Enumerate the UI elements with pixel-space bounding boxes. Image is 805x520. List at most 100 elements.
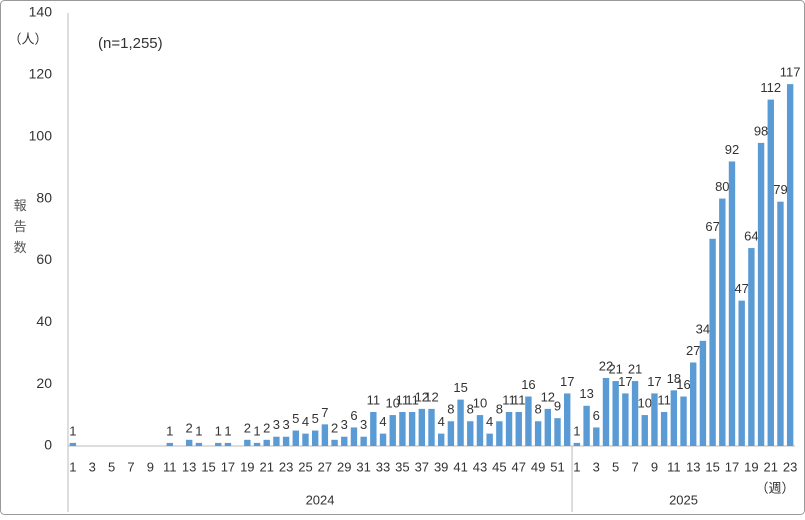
data-label: 10 <box>385 396 399 411</box>
data-label: 8 <box>467 402 474 417</box>
bar <box>399 411 406 446</box>
bar <box>437 433 445 446</box>
x-tick-label: 37 <box>415 459 429 474</box>
data-label: 1 <box>195 423 202 438</box>
x-tick-label: 15 <box>201 459 215 474</box>
bar <box>389 415 396 446</box>
bar <box>699 340 707 446</box>
bar <box>457 399 464 446</box>
x-tick-label: 9 <box>651 459 658 474</box>
bar <box>738 300 745 446</box>
x-tick-label: 13 <box>686 459 700 474</box>
data-label: 3 <box>282 417 289 432</box>
bar <box>350 427 358 446</box>
data-label: 1 <box>253 423 260 438</box>
bar <box>709 238 716 446</box>
data-label: 15 <box>453 380 467 395</box>
y-tick-label: 120 <box>29 66 53 82</box>
data-label: 3 <box>273 417 280 432</box>
bar <box>360 436 367 446</box>
data-label: 12 <box>415 389 429 404</box>
y-unit: （人） <box>8 31 47 46</box>
bar <box>224 442 232 446</box>
group-label: 2025 <box>669 492 698 507</box>
data-label: 117 <box>780 65 801 80</box>
x-tick-label: 27 <box>318 459 332 474</box>
x-tick-label: 23 <box>279 459 293 474</box>
data-label: 12 <box>541 389 555 404</box>
x-tick-label: 41 <box>453 459 467 474</box>
bar <box>505 411 513 446</box>
data-label: 18 <box>667 371 681 386</box>
data-label: 13 <box>579 386 593 401</box>
data-label: 6 <box>593 408 600 423</box>
bar <box>321 424 329 446</box>
bar <box>719 198 726 446</box>
bar <box>534 421 542 446</box>
note: (n=1,255) <box>98 35 163 52</box>
x-tick-label: 17 <box>725 459 739 474</box>
data-label: 5 <box>312 411 319 426</box>
data-label: 3 <box>341 417 348 432</box>
data-label: 2 <box>186 420 193 435</box>
x-tick-label: 3 <box>89 459 96 474</box>
y-tick-label: 60 <box>36 251 52 267</box>
y-axis-label: 報告数 <box>12 199 27 262</box>
x-tick-label: 3 <box>593 459 600 474</box>
data-label: 8 <box>447 402 454 417</box>
bar <box>311 430 319 446</box>
data-label: 10 <box>638 396 652 411</box>
bar <box>379 433 387 446</box>
data-label: 7 <box>321 405 328 420</box>
data-label: 11 <box>657 392 671 407</box>
data-label: 1 <box>166 423 173 438</box>
x-tick-label: 39 <box>434 459 448 474</box>
data-label: 67 <box>705 219 719 234</box>
x-tick-label: 7 <box>127 459 134 474</box>
x-tick-label: 29 <box>337 459 351 474</box>
data-label: 6 <box>350 408 357 423</box>
data-label: 16 <box>676 377 690 392</box>
bar <box>564 393 571 446</box>
bar <box>166 442 173 446</box>
bar <box>244 439 251 446</box>
y-tick-label: 0 <box>44 437 52 453</box>
data-label: 4 <box>379 414 386 429</box>
bar <box>331 439 338 446</box>
bar <box>476 415 484 446</box>
bar <box>447 421 455 446</box>
data-label: 27 <box>686 343 700 358</box>
x-tick-label: 43 <box>473 459 487 474</box>
x-tick-label: 11 <box>667 459 681 474</box>
bar <box>273 436 280 446</box>
bar <box>253 442 261 446</box>
x-tick-label: 11 <box>163 459 177 474</box>
bar <box>496 421 503 446</box>
data-label: 17 <box>618 374 632 389</box>
data-label: 5 <box>292 411 299 426</box>
data-label: 4 <box>486 414 493 429</box>
bar <box>651 393 658 446</box>
data-label: 3 <box>360 417 367 432</box>
data-label: 21 <box>608 361 622 376</box>
data-label: 8 <box>496 402 503 417</box>
bar <box>622 393 629 446</box>
data-label: 9 <box>554 399 561 414</box>
x-tick-label: 25 <box>298 459 312 474</box>
bar <box>786 84 794 446</box>
data-label: 47 <box>734 281 748 296</box>
data-label: 98 <box>754 123 768 138</box>
bar <box>525 396 532 446</box>
data-label: 1 <box>573 423 580 438</box>
x-tick-label: 7 <box>631 459 638 474</box>
bar <box>670 390 678 446</box>
x-tick-label: 21 <box>764 459 778 474</box>
bar <box>341 436 348 446</box>
bar <box>515 411 522 446</box>
data-label: 2 <box>244 420 251 435</box>
bar <box>408 411 416 446</box>
data-label: 1 <box>69 423 76 438</box>
bar <box>593 427 600 446</box>
